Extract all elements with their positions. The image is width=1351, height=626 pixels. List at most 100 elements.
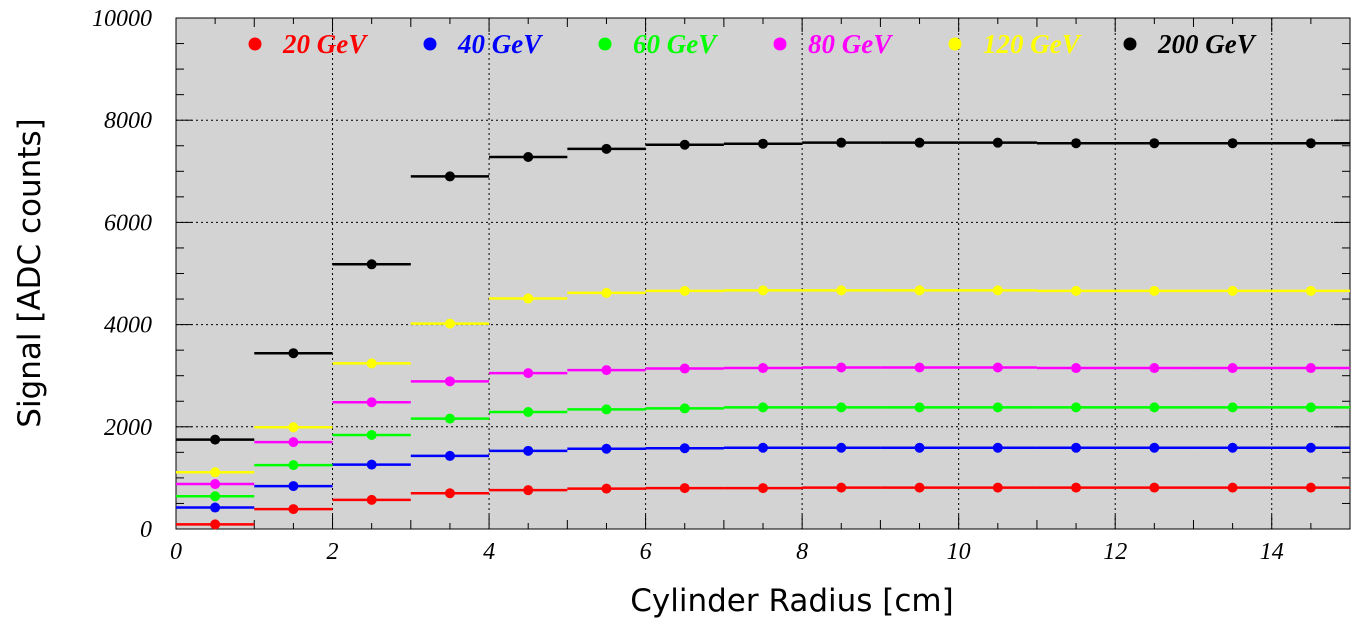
data-point — [288, 422, 299, 433]
data-point — [523, 485, 534, 496]
data-point — [914, 137, 925, 148]
data-point — [758, 483, 768, 494]
legend-label: 20 GeV — [282, 29, 368, 59]
data-point — [836, 482, 847, 493]
data-point — [523, 293, 534, 304]
legend: 20 GeV 40 GeV 60 GeV 80 GeV 120 GeV 200 GeV — [248, 29, 1257, 59]
data-point — [836, 285, 847, 296]
data-point — [1305, 285, 1316, 296]
data-point — [1305, 402, 1316, 413]
data-point — [679, 483, 690, 494]
data-point — [366, 494, 377, 505]
x-tick-label: 12 — [1103, 539, 1127, 565]
data-point — [210, 434, 221, 445]
data-point — [366, 397, 377, 408]
y-tick-label: 0 — [140, 517, 152, 543]
data-point — [210, 467, 221, 478]
data-point — [914, 402, 925, 413]
data-point — [444, 318, 455, 329]
data-point — [1149, 482, 1160, 493]
data-point — [992, 442, 1003, 453]
data-point — [1227, 402, 1238, 413]
data-point — [758, 285, 768, 296]
data-point — [914, 442, 925, 453]
data-point — [288, 481, 299, 492]
data-point — [836, 442, 847, 453]
data-point — [210, 491, 221, 502]
legend-marker — [598, 37, 612, 51]
data-point — [836, 402, 847, 413]
data-point — [601, 365, 612, 376]
data-point — [366, 429, 377, 440]
data-point — [1071, 138, 1082, 149]
data-point — [992, 362, 1003, 373]
data-point — [992, 402, 1003, 413]
data-point — [444, 376, 455, 387]
data-point — [679, 403, 690, 414]
data-point — [1149, 285, 1160, 296]
data-point — [523, 368, 534, 379]
data-point — [366, 459, 377, 470]
x-tick-label: 0 — [170, 539, 182, 565]
data-point — [758, 442, 768, 453]
data-point — [758, 138, 768, 149]
y-tick-label: 8000 — [104, 108, 152, 134]
data-point — [1149, 138, 1160, 149]
y-axis-title: Signal [ADC counts] — [12, 118, 48, 427]
data-point — [758, 363, 768, 374]
data-point — [444, 450, 455, 461]
data-point — [1149, 442, 1160, 453]
y-tick-label: 2000 — [104, 415, 152, 441]
axes: 0 2 4 6 8 10 12 14 0 2000 4000 6000 8000 10000 — [92, 6, 1351, 565]
x-axis-title: Cylinder Radius [cm] — [630, 583, 953, 619]
data-point — [679, 443, 690, 454]
legend-label: 120 GeV — [983, 29, 1082, 59]
data-point — [523, 445, 534, 456]
data-point — [366, 358, 377, 369]
data-point — [523, 151, 534, 162]
data-point — [914, 362, 925, 373]
data-point — [1227, 442, 1238, 453]
series-60-gev — [176, 402, 1350, 502]
data-point — [1305, 138, 1316, 149]
x-tick-label: 8 — [796, 539, 808, 565]
legend-marker — [948, 37, 962, 51]
data-point — [601, 443, 612, 454]
x-tick-label: 6 — [640, 539, 652, 565]
data-point — [1149, 402, 1160, 413]
data-point — [679, 139, 690, 150]
data-point — [914, 482, 925, 493]
data-point — [992, 482, 1003, 493]
series-120-gev — [176, 285, 1350, 478]
data-point — [679, 363, 690, 374]
data-point — [523, 406, 534, 417]
data-point — [444, 171, 455, 182]
x-tick-label: 14 — [1260, 539, 1284, 565]
data-point — [1227, 138, 1238, 149]
legend-marker — [773, 37, 787, 51]
data-point — [1227, 482, 1238, 493]
data-point — [992, 285, 1003, 296]
data-point — [601, 483, 612, 494]
data-point — [1305, 482, 1316, 493]
data-point — [210, 502, 221, 513]
data-point — [1227, 363, 1238, 374]
data-point — [1305, 442, 1316, 453]
data-point — [914, 285, 925, 296]
data-point — [1071, 402, 1082, 413]
data-point — [288, 437, 299, 448]
data-point — [444, 488, 455, 499]
data-point — [288, 460, 299, 471]
data-point — [601, 143, 612, 154]
series-80-gev — [176, 362, 1350, 490]
data-point — [1227, 285, 1238, 296]
y-tick-label: 10000 — [92, 6, 152, 32]
data-point — [601, 287, 612, 298]
legend-marker — [248, 37, 262, 51]
legend-label: 200 GeV — [1157, 29, 1257, 59]
legend-marker — [1123, 37, 1137, 51]
grid — [176, 18, 1350, 529]
data-point — [210, 519, 221, 530]
y-tick-label: 4000 — [104, 313, 152, 339]
